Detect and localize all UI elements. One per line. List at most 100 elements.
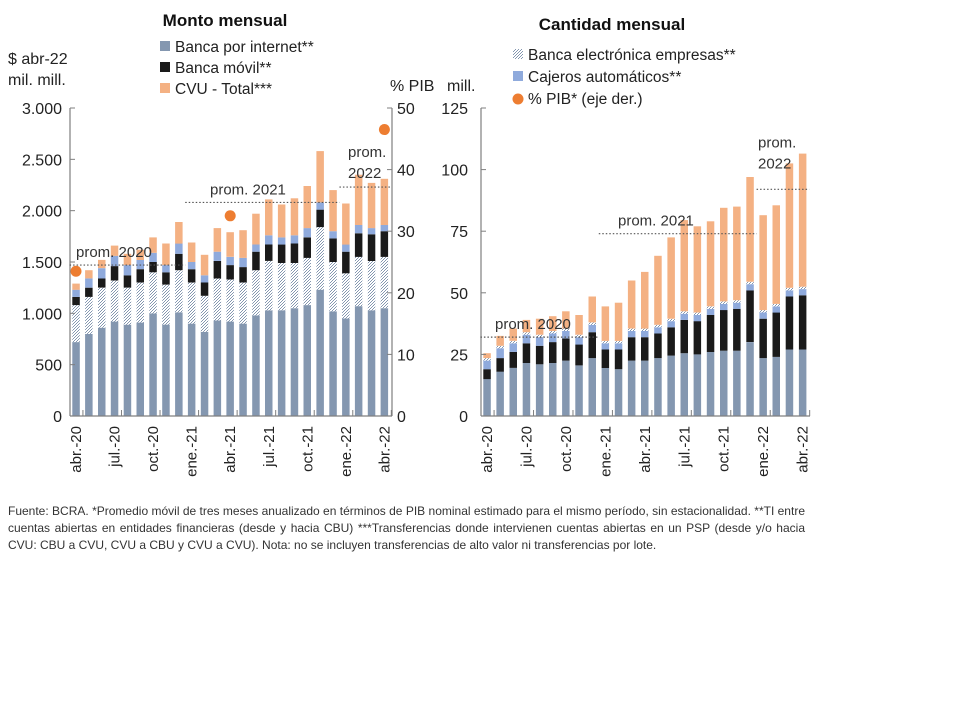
bar-segment — [522, 332, 531, 335]
x-tick-label: jul.-21 — [676, 426, 693, 468]
bar-segment — [588, 322, 596, 325]
bar-segment — [85, 333, 93, 416]
y-tick-label: 1.500 — [22, 255, 62, 272]
bar-segment — [733, 302, 741, 309]
bar-segment — [772, 356, 780, 416]
bar-segment — [136, 322, 144, 416]
bar-segment — [187, 323, 196, 416]
bar-segment — [213, 251, 222, 261]
y-tick-label: 50 — [450, 286, 468, 303]
bar-segment — [667, 355, 675, 416]
bar-segment — [706, 308, 715, 315]
bar-segment — [706, 221, 715, 307]
bar-segment — [693, 321, 702, 355]
bar-segment — [187, 242, 196, 262]
bar-segment — [226, 321, 234, 416]
bar-segment — [110, 280, 119, 322]
bar-segment — [367, 228, 376, 235]
legend-swatch — [160, 62, 170, 72]
bar-segment — [252, 270, 260, 316]
x-tick-label: jul.-20 — [518, 426, 535, 468]
y2-tick-label: 30 — [397, 224, 415, 241]
bar-segment — [290, 308, 299, 416]
bar-segment — [706, 351, 715, 416]
bar-segment — [575, 344, 583, 366]
bar-segment — [535, 345, 544, 365]
y-tick-label: 2.000 — [22, 204, 62, 221]
bar-segment — [265, 244, 273, 261]
bar-segment — [483, 360, 491, 370]
bar-segment — [667, 318, 675, 322]
bar-segment — [720, 350, 728, 416]
bar-segment — [175, 243, 183, 254]
bar-segment — [187, 282, 196, 324]
bar-segment — [496, 371, 504, 416]
x-tick-label: ene.-22 — [755, 426, 772, 477]
bar-segment — [354, 174, 363, 225]
y-tick-label: 75 — [450, 224, 468, 241]
bar-segment — [588, 358, 596, 416]
bar-segment — [746, 281, 754, 285]
y-tick-label: 500 — [35, 358, 62, 375]
bar-segment — [265, 261, 273, 311]
bar-segment — [98, 287, 106, 328]
average-label: prom. 2020 — [495, 316, 571, 333]
bar-segment — [110, 321, 119, 416]
bar-segment — [213, 228, 222, 252]
bar-segment — [575, 365, 583, 416]
bar-segment — [733, 350, 741, 416]
bar-segment — [200, 254, 209, 276]
bar-segment — [667, 321, 675, 328]
bar-segment — [693, 226, 702, 313]
bar-segment — [798, 289, 807, 296]
bar-segment — [614, 369, 623, 416]
bar-segment — [549, 331, 557, 334]
bar-segment — [342, 251, 350, 274]
bar-segment — [614, 302, 623, 341]
bar-segment — [200, 295, 209, 332]
y2-tick-label: 50 — [397, 101, 415, 118]
bar-segment — [149, 237, 157, 253]
bar-segment — [85, 287, 93, 297]
bar-segment — [535, 334, 544, 338]
bar-segment — [522, 343, 531, 363]
bar-segment — [252, 251, 260, 271]
bar-segment — [733, 308, 741, 351]
legend-label: Banca electrónica empresas** — [528, 47, 736, 64]
bar-segment — [342, 203, 350, 245]
y-tick-label: 100 — [441, 163, 468, 180]
bar-segment — [98, 259, 106, 269]
bar-segment — [265, 199, 273, 236]
bar-segment — [380, 308, 389, 416]
bar-segment — [162, 243, 170, 266]
bar-segment — [496, 335, 504, 346]
bar-segment — [200, 282, 209, 296]
bar-segment — [277, 237, 286, 245]
bar-segment — [329, 262, 337, 312]
bar-segment — [641, 360, 649, 416]
bar-segment — [588, 324, 596, 333]
bar-segment — [98, 327, 106, 416]
bar-segment — [342, 318, 350, 416]
y2-tick-label: 40 — [397, 163, 415, 180]
bar-segment — [759, 318, 767, 359]
bar-segment — [239, 230, 247, 258]
bar-segment — [72, 289, 80, 297]
bar-segment — [98, 268, 106, 279]
bar-segment — [110, 245, 119, 256]
bar-segment — [575, 334, 583, 338]
bar-segment — [549, 342, 557, 363]
y2-tick-label: 10 — [397, 347, 415, 364]
bar-segment — [772, 205, 780, 304]
bar-segment — [785, 163, 794, 288]
bar-segment — [641, 331, 649, 338]
bar-segment — [562, 338, 570, 361]
bar-segment — [226, 279, 234, 322]
bar-segment — [601, 349, 610, 368]
bar-segment — [627, 328, 636, 331]
bar-segment — [149, 313, 157, 416]
bar-segment — [680, 319, 688, 354]
bar-segment — [226, 232, 234, 257]
bar-segment — [509, 328, 517, 341]
